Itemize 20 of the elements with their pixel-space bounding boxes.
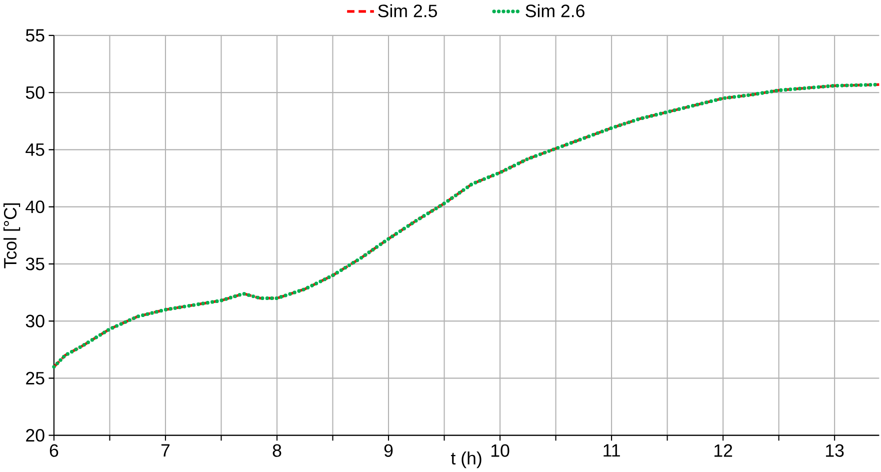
- x-tick-label: 6: [50, 444, 58, 458]
- x-axis-title: t (h): [450, 452, 482, 468]
- y-tick-label: 35: [26, 258, 44, 270]
- legend-label: Sim 2.6: [526, 4, 584, 18]
- y-tick-label: 55: [26, 29, 44, 42]
- x-tick-label: 9: [384, 444, 393, 458]
- x-tick-label: 13: [826, 444, 844, 458]
- x-tick-label: 11: [604, 444, 620, 457]
- legend-label: Sim 2.5: [378, 4, 437, 18]
- x-tick-label: 10: [491, 444, 510, 458]
- y-axis-title: Tcol [°C]: [4, 204, 20, 268]
- y-tick-label: 30: [26, 314, 44, 328]
- y-tick-label: 50: [26, 86, 44, 100]
- x-tick-label: 8: [272, 444, 282, 458]
- y-tick-label: 25: [26, 372, 44, 385]
- x-tick-label: 12: [714, 444, 732, 457]
- y-tick-label: 40: [26, 200, 44, 214]
- y-tick-label: 20: [26, 429, 44, 442]
- y-tick-label: 45: [26, 144, 44, 156]
- x-tick-label: 7: [161, 444, 170, 457]
